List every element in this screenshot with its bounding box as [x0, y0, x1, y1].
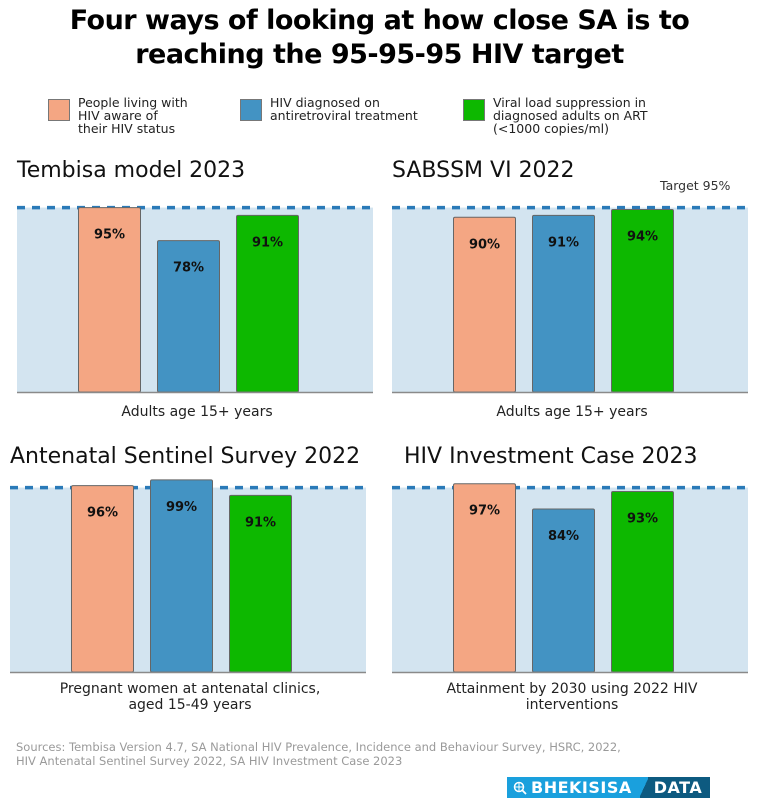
- bar-value-label: 95%: [94, 228, 125, 243]
- legend-label-line: diagnosed adults on ART: [493, 108, 648, 123]
- legend-label-line: antiretroviral treatment: [270, 108, 418, 123]
- bar-chart: 97% 84% 93%: [392, 483, 748, 674]
- bar-value-label: 94%: [627, 230, 658, 245]
- chart-panel-4: HIV Investment Case 2023 97% 84% 93% Attainm…: [392, 444, 752, 734]
- chart-panel-3: Antenatal Sentinel Survey 2022 96% 99% 91% P…: [10, 444, 370, 734]
- legend-label-treatment: HIV diagnosed on antiretroviral treatmen…: [270, 96, 418, 122]
- panel-caption: Attainment by 2030 using 2022 HIV interve…: [392, 681, 752, 713]
- target-label: Target 95%: [660, 178, 731, 193]
- bar-chart: 96% 99% 91%: [10, 479, 366, 674]
- legend-swatch-aware: [48, 99, 70, 121]
- chart-title-line-2: reaching the 95-95-95 HIV target: [135, 39, 624, 70]
- magnifier-globe-icon: [513, 781, 527, 795]
- legend-item-aware: People living with HIV aware of their HI…: [48, 96, 188, 135]
- panel-title: HIV Investment Case 2023: [404, 444, 698, 469]
- panel-caption: Adults age 15+ years: [392, 404, 752, 420]
- legend: People living with HIV aware of their HI…: [0, 96, 759, 146]
- panel-caption-line: Attainment by 2030 using 2022 HIV: [446, 681, 698, 697]
- chart-panel-1: Tembisa model 2023 95% 78% 91% Adults age 15…: [17, 158, 377, 448]
- bar-value-label: 97%: [469, 504, 500, 519]
- logo-text-data: DATA: [653, 778, 703, 797]
- logo-divider: [639, 777, 648, 798]
- panel-caption: Adults age 15+ years: [17, 404, 377, 420]
- chart-title-line-1: Four ways of looking at how close SA is …: [69, 5, 690, 36]
- panel-caption: Pregnant women at antenatal clinics, aged…: [10, 681, 370, 713]
- panel-title: Tembisa model 2023: [17, 158, 246, 183]
- legend-item-suppression: Viral load suppression in diagnosed adul…: [463, 96, 648, 135]
- legend-swatch-suppression: [463, 99, 485, 121]
- chart-title: Four ways of looking at how close SA is …: [0, 4, 759, 72]
- legend-label-aware: People living with HIV aware of their HI…: [78, 96, 188, 135]
- bar-chart: 95% 78% 91%: [17, 205, 373, 394]
- panel-caption-line: Pregnant women at antenatal clinics,: [59, 681, 321, 697]
- chart-panel-2: SABSSM VI 2022 90% 91% 94% Adults age 15+ ye…: [392, 158, 752, 448]
- legend-label-suppression: Viral load suppression in diagnosed adul…: [493, 96, 648, 135]
- bar-value-label: 93%: [627, 511, 658, 526]
- sources-note: Sources: Tembisa Version 4.7, SA Nationa…: [16, 740, 746, 768]
- panel-title: Antenatal Sentinel Survey 2022: [10, 444, 361, 469]
- bar-value-label: 91%: [245, 515, 276, 530]
- logo-text-bhekisisa: BHEKISISA: [531, 778, 632, 797]
- legend-label-line: HIV aware of: [78, 108, 158, 123]
- bar-chart: 90% 91% 94%: [392, 205, 748, 394]
- logo-left: BHEKISISA: [507, 777, 640, 798]
- bar-value-label: 91%: [548, 235, 579, 250]
- legend-swatch-treatment: [240, 99, 262, 121]
- sources-line-2: HIV Antenatal Sentinel Survey 2022, SA H…: [16, 754, 403, 768]
- bar-value-label: 84%: [548, 529, 579, 544]
- panel-title: SABSSM VI 2022: [392, 158, 575, 183]
- panel-caption-line: interventions: [525, 697, 619, 713]
- panel-caption-line: Adults age 15+ years: [496, 404, 648, 420]
- bhekisisa-data-logo: BHEKISISA DATA: [507, 777, 711, 798]
- bar-value-label: 90%: [469, 237, 500, 252]
- legend-label-line: People living with: [78, 95, 188, 110]
- bar-value-label: 99%: [166, 500, 197, 515]
- legend-label-line: (<1000 copies/ml): [493, 121, 610, 136]
- logo-right: DATA: [647, 777, 711, 798]
- legend-label-line: HIV diagnosed on: [270, 95, 380, 110]
- panel-caption-line: Adults age 15+ years: [121, 404, 273, 420]
- legend-label-line: Viral load suppression in: [493, 95, 646, 110]
- sources-line-1: Sources: Tembisa Version 4.7, SA Nationa…: [16, 740, 621, 754]
- legend-label-line: their HIV status: [78, 121, 176, 136]
- bar-value-label: 78%: [173, 261, 204, 276]
- bar-value-label: 96%: [87, 506, 118, 521]
- legend-item-treatment: HIV diagnosed on antiretroviral treatmen…: [240, 96, 418, 122]
- bar-value-label: 91%: [252, 235, 283, 250]
- panel-caption-line: aged 15-49 years: [128, 697, 252, 713]
